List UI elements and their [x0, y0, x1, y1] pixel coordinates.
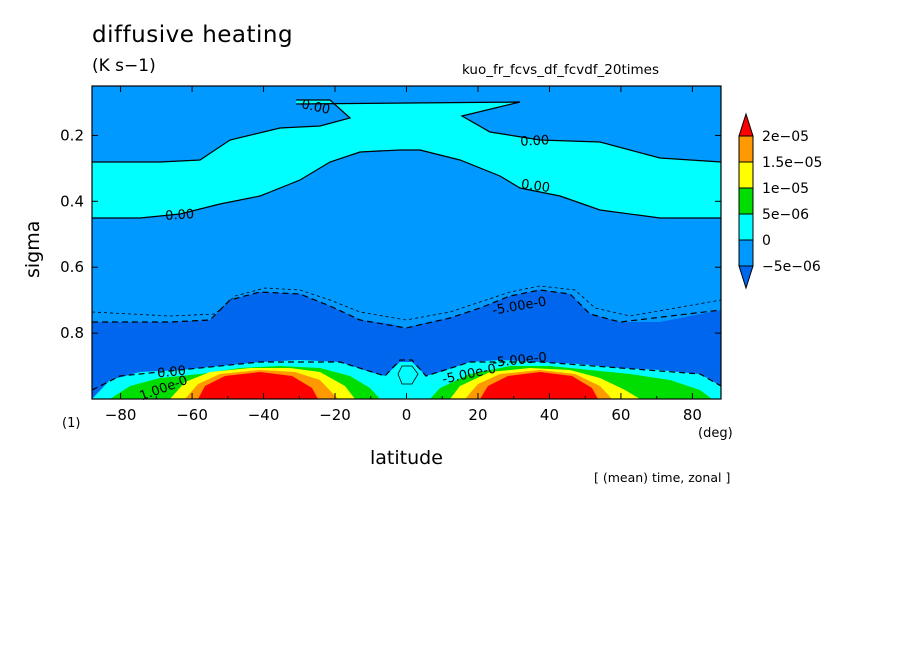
x-tick-label: 40	[540, 406, 559, 424]
contour-label: -5.00e-0	[492, 350, 548, 371]
colorbar-label: 1e−05	[762, 181, 809, 197]
colorbar-swatch	[738, 187, 754, 215]
contour-labels: 0.000.000.000.00-5.00e-0-5.00e-00.001.00…	[138, 97, 551, 404]
y-tick-label: 0.8	[60, 324, 84, 342]
contour-label: 0.00	[520, 177, 551, 196]
colorbar-label: −5e−06	[762, 259, 821, 275]
contour-fill-layer	[92, 86, 721, 399]
region-red-max-west	[198, 372, 318, 399]
colorbar-min-arrow	[738, 265, 754, 290]
colorbar-max-arrow	[738, 112, 754, 137]
colorbar-label: 1.5e−05	[762, 155, 822, 171]
region-cyan-upper	[92, 100, 721, 218]
colorbar-swatch	[738, 161, 754, 189]
x-axis-label: latitude	[370, 447, 443, 469]
colorbar-label: 2e−05	[762, 129, 809, 145]
x-tick-label: 0	[402, 406, 412, 424]
colorbar-swatch	[738, 239, 754, 267]
x-tick-label: 80	[683, 406, 702, 424]
region-red-max-east	[480, 372, 598, 399]
x-tick-label: 60	[611, 406, 630, 424]
y-tick-label: 0.6	[60, 258, 84, 276]
y-tick-label: 0.4	[60, 192, 84, 210]
y-axis-ticks: 0.2 0.4 0.6 0.8	[60, 126, 721, 342]
y-tick-label: 0.2	[60, 126, 84, 144]
contour-lines	[92, 99, 721, 391]
x-axis-unit: (deg)	[698, 426, 733, 441]
contour-label: 0.00	[156, 364, 186, 382]
averaging-note: [ (mean) time, zonal ]	[594, 470, 731, 485]
x-tick-label: 20	[468, 406, 487, 424]
contour-label: 0.00	[165, 207, 195, 224]
colorbar-swatch	[738, 135, 754, 163]
panel-label: (1)	[62, 416, 81, 431]
x-tick-label: −80	[105, 406, 137, 424]
colorbar-swatch	[738, 213, 754, 241]
chart-title: diffusive heating	[92, 22, 294, 48]
contour-label: 0.00	[300, 97, 331, 118]
x-tick-label: −40	[248, 406, 280, 424]
x-tick-label: −60	[176, 406, 208, 424]
colorbar-label: 0	[762, 233, 771, 249]
run-name: kuo_fr_fcvs_df_fcvdf_20times	[462, 62, 659, 78]
chart-units: (K s−1)	[92, 56, 156, 76]
x-axis-ticks: −80 −60 −40 −20 0 20 40 60 80	[105, 86, 702, 424]
x-tick-label: −20	[319, 406, 351, 424]
colorbar: 2e−05 1.5e−05 1e−05 5e−06 0 −5e−06	[738, 112, 822, 290]
contour-label: 0.00	[520, 133, 550, 149]
colorbar-label: 5e−06	[762, 207, 809, 223]
